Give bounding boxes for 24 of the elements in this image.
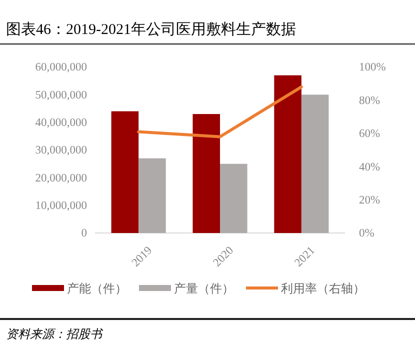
y2-tick-label: 20% — [359, 194, 380, 206]
chart-title: 图表46：2019-2021年公司医用敷料生产数据 — [6, 21, 296, 38]
bar — [111, 111, 139, 233]
bar — [301, 94, 329, 233]
bar — [192, 114, 220, 233]
y-tick-label: 10,000,000 — [35, 200, 88, 212]
legend-label: 产量（件） — [174, 282, 234, 296]
legend-label: 产能（件） — [67, 282, 127, 296]
y-tick-label: 50,000,000 — [35, 89, 88, 102]
y2-tick-label: 0% — [359, 228, 375, 240]
y2-tick-label: 80% — [359, 94, 380, 107]
legend-label: 利用率（右轴） — [281, 282, 365, 296]
y-tick-label: 60,000,000 — [35, 62, 88, 74]
bar — [220, 164, 248, 233]
y2-tick-label: 60% — [359, 128, 380, 140]
y-tick-label: 40,000,000 — [35, 117, 88, 130]
bar — [138, 158, 166, 233]
y2-tick-label: 40% — [359, 161, 380, 174]
y2-tick-label: 100% — [359, 62, 386, 74]
text: 资料来源：招股书 — [6, 327, 104, 341]
y-tick-label: 20,000,000 — [35, 172, 88, 184]
y-tick-label: 30,000,000 — [35, 144, 88, 157]
bar — [274, 75, 302, 233]
y-tick-label: 0 — [81, 228, 88, 240]
